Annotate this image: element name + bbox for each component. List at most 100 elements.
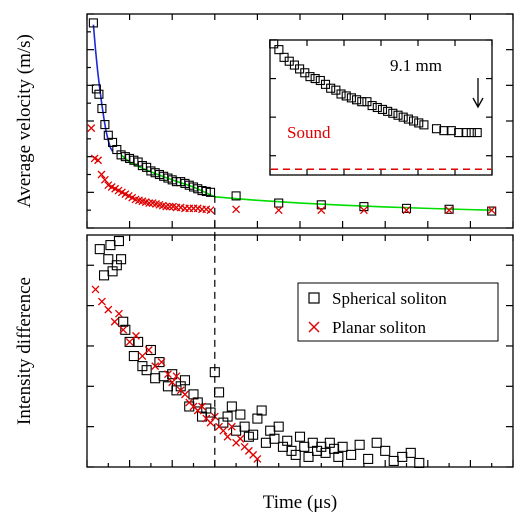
top-spherical-point <box>316 200 326 210</box>
top-spherical-point <box>231 191 241 201</box>
bottom-spherical-point <box>118 316 129 327</box>
bottom-planar-point <box>168 378 177 387</box>
bottom-spherical-point <box>192 397 203 408</box>
bottom-planar-point <box>253 454 262 463</box>
bottom-spherical-point <box>388 455 399 466</box>
bottom-planar-point <box>114 309 123 318</box>
x-axis-label: Time (μs) <box>263 492 337 513</box>
bottom-planar-point <box>219 426 228 435</box>
bottom-spherical-point <box>414 457 425 469</box>
inset-spherical-point <box>388 108 398 118</box>
inset-spherical-point <box>305 72 315 82</box>
bottom-spherical-point <box>371 437 382 448</box>
bottom-spherical-point <box>94 244 105 255</box>
bottom-planar-point <box>236 434 245 443</box>
bottom-spherical-point <box>179 375 191 386</box>
bottom-spherical-point <box>248 429 259 440</box>
bottom-spherical-point <box>214 387 225 398</box>
top-planar-point <box>87 124 96 133</box>
legend-spherical-label: Spherical soliton <box>332 289 447 308</box>
top-spherical-point <box>100 120 110 130</box>
top-spherical-point <box>274 198 284 208</box>
bottom-spherical-point <box>354 439 365 450</box>
inset-spherical-point <box>466 128 476 138</box>
bottom-planar-point <box>223 432 232 441</box>
bottom-spherical-point <box>273 421 284 432</box>
legend-planar-label: Planar soliton <box>332 318 426 337</box>
bottom-spherical-point <box>113 236 124 247</box>
bottom-spherical-point <box>299 441 310 452</box>
legend: Spherical soliton Planar soliton <box>297 282 499 342</box>
early-fit-line <box>92 24 114 152</box>
inset-spherical-point <box>357 97 367 107</box>
inset-spherical-point <box>377 104 388 114</box>
legend-planar-marker <box>308 321 320 333</box>
annotation-arrow <box>472 78 484 109</box>
top-spherical-point <box>94 89 104 99</box>
bottom-spherical-point <box>397 451 408 462</box>
top-planar-point <box>232 205 241 214</box>
inset-spherical-point <box>341 91 351 101</box>
bottom-spherical-point <box>120 324 131 335</box>
bottom-planar-point <box>151 362 160 371</box>
top-spherical-point <box>444 204 454 214</box>
bottom-spherical-point <box>405 447 416 458</box>
bottom-spherical-point <box>380 445 391 456</box>
bottom-spherical-point <box>128 350 139 362</box>
top-spherical-point <box>88 18 98 28</box>
bottom-spherical-point <box>154 357 165 368</box>
bottom-spherical-point <box>150 373 161 384</box>
top-panel <box>86 13 514 229</box>
bottom-planar-point <box>172 372 181 381</box>
bottom-planar-point <box>125 337 134 346</box>
legend-box <box>297 282 499 342</box>
bottom-spherical-point <box>98 270 110 281</box>
bottom-planar-point <box>227 422 236 431</box>
inset-spherical-point <box>446 126 456 136</box>
inset-spherical-point <box>409 116 419 126</box>
bottom-spherical-point <box>222 411 233 422</box>
bottom-spherical-point <box>363 453 374 464</box>
inset-spherical-point <box>414 118 424 128</box>
bottom-planar-point <box>119 325 128 334</box>
inset-spherical-point <box>352 95 362 105</box>
inset-spherical-point <box>326 83 336 93</box>
bottom-spherical-point <box>303 451 314 462</box>
inset-spherical-point <box>269 39 279 49</box>
inset-spherical-point <box>274 45 284 55</box>
top-spherical-point <box>401 203 412 213</box>
top-planar-point <box>94 156 103 165</box>
top-spherical-point <box>91 84 101 94</box>
bottom-planar-point <box>157 358 166 367</box>
bottom-planar-point <box>198 402 206 411</box>
legend-spherical-marker <box>308 292 320 304</box>
inset-spherical-point <box>454 128 464 138</box>
inset-spherical-point <box>346 93 356 103</box>
bottom-planar-point <box>144 346 153 354</box>
bottom-spherical-point <box>226 401 237 412</box>
top-spherical-point <box>97 103 107 114</box>
top-planar-point <box>165 202 174 211</box>
top-planar-point <box>317 206 326 215</box>
inset-spherical-point <box>403 114 413 124</box>
inset-annotation: 9.1 mm <box>390 56 442 75</box>
bottom-planar-point <box>181 390 189 399</box>
bottom-spherical-point <box>333 451 344 462</box>
bottom-planar-point <box>104 305 113 314</box>
top-planar-point <box>206 206 215 215</box>
inset-spherical-point <box>398 112 408 122</box>
top-planar-point <box>359 206 368 215</box>
inset-spherical-point <box>461 128 471 138</box>
top-planar-point <box>162 202 171 211</box>
bottom-spherical-point <box>294 431 306 442</box>
inset-spherical-point <box>383 106 393 116</box>
top-planar-point <box>100 175 109 184</box>
bottom-y-axis-label: Intensity difference <box>14 277 35 425</box>
bottom-panel <box>86 234 514 469</box>
bottom-planar-point <box>110 317 119 326</box>
inset-spherical-point <box>367 101 377 111</box>
bottom-spherical-point <box>103 254 114 265</box>
bottom-planar-point <box>163 370 172 379</box>
bottom-spherical-point <box>145 344 156 356</box>
bottom-spherical-point <box>346 449 357 460</box>
